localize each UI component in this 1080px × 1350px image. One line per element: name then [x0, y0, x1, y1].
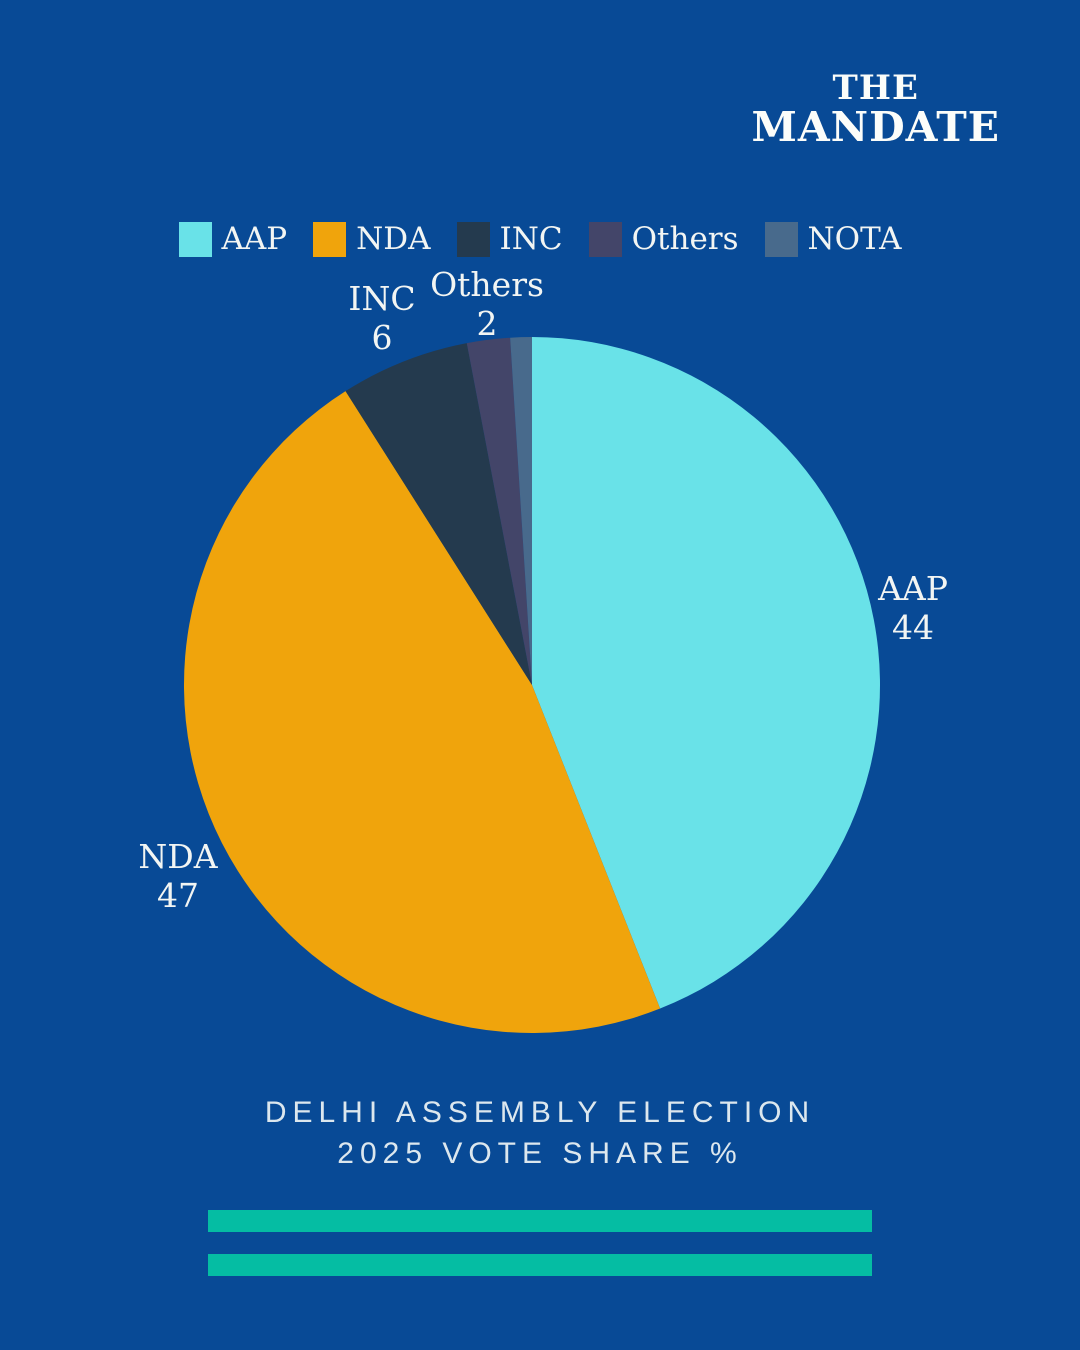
legend-label-inc: INC: [499, 221, 563, 257]
pie-slice-nota: [510, 337, 532, 685]
callout-aap: AAP 44: [878, 569, 948, 647]
brand-logo-line1: THE: [832, 68, 919, 108]
callout-others: Others 2: [430, 265, 544, 343]
chart-legend: AAP NDA INC Others NOTA: [0, 222, 1080, 257]
legend-swatch-aap: [178, 222, 212, 257]
accent-bar-bottom: [208, 1254, 872, 1276]
pie-slice-nda: [183, 391, 661, 1034]
brand-logo: THE MANDATE: [751, 70, 1000, 148]
callout-inc: INC 6: [348, 279, 415, 357]
caption-line1: DELHI ASSEMBLY ELECTION: [264, 1096, 816, 1129]
pie-slice-aap: [532, 337, 880, 1009]
accent-bar-top: [208, 1210, 872, 1232]
legend-item-nota: NOTA: [764, 221, 902, 257]
callout-inc-value: 6: [371, 318, 393, 357]
legend-label-nda: NDA: [356, 221, 431, 257]
legend-item-nda: NDA: [313, 221, 431, 257]
pie-slice-inc: [345, 343, 532, 685]
legend-label-aap: AAP: [221, 221, 288, 257]
callout-inc-label: INC: [348, 279, 416, 318]
pie-slice-others: [466, 337, 532, 685]
legend-label-others: Others: [631, 221, 739, 257]
callout-aap-value: 44: [892, 608, 934, 647]
legend-swatch-others: [588, 222, 622, 257]
legend-swatch-inc: [456, 222, 490, 257]
callout-aap-label: AAP: [878, 569, 948, 608]
legend-label-nota: NOTA: [807, 221, 902, 257]
chart-caption: DELHI ASSEMBLY ELECTION 2025 VOTE SHARE …: [0, 1092, 1080, 1174]
legend-item-others: Others: [588, 221, 739, 257]
caption-line2: 2025 VOTE SHARE %: [337, 1137, 743, 1170]
callout-nda-value: 47: [156, 876, 199, 915]
callout-nda-label: NDA: [138, 837, 218, 876]
legend-item-aap: AAP: [178, 221, 288, 257]
brand-logo-line2: MANDATE: [751, 103, 1000, 151]
legend-swatch-nota: [764, 222, 798, 257]
callout-others-value: 2: [476, 304, 498, 343]
callout-nda: NDA 47: [138, 837, 217, 915]
pie-chart-svg: [183, 337, 880, 1034]
callout-others-label: Others: [430, 265, 544, 304]
legend-swatch-nda: [313, 222, 347, 257]
legend-item-inc: INC: [456, 221, 563, 257]
